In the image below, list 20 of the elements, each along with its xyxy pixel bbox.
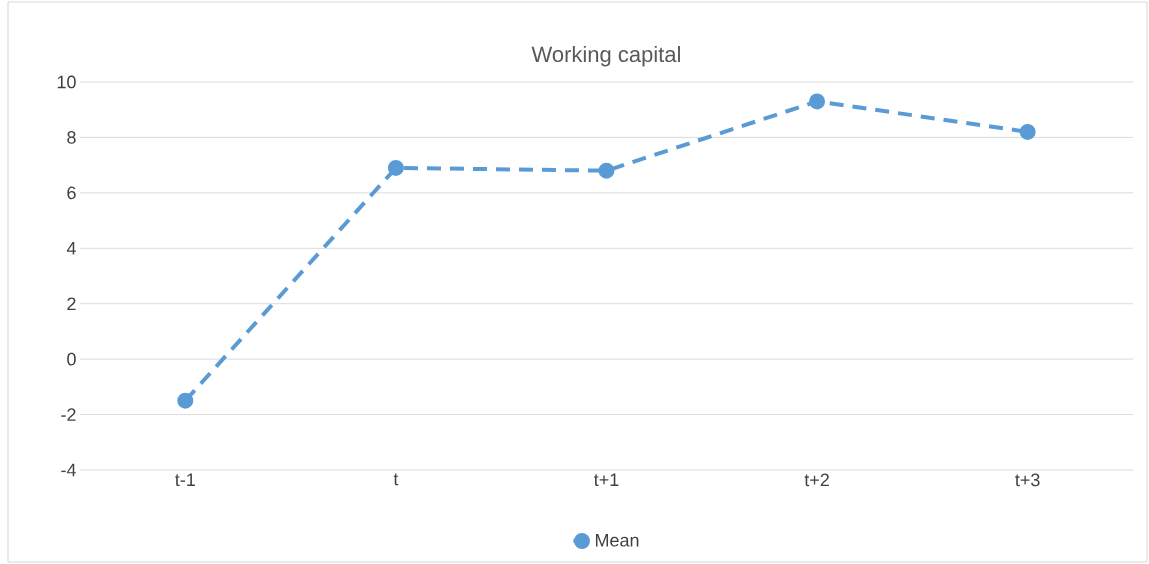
y-tick-label: 10	[57, 75, 76, 89]
y-tick-label: 8	[67, 131, 76, 144]
point	[809, 93, 826, 110]
y-tick-label: -4	[61, 463, 76, 477]
x-tick-label: t	[393, 473, 399, 486]
point	[387, 159, 404, 176]
point	[1019, 123, 1036, 140]
y-tick-label: 6	[67, 186, 76, 200]
x-tick-label: t+3	[1015, 473, 1040, 487]
point	[598, 162, 615, 179]
x-tick-label: t-1	[175, 473, 195, 487]
x-tick-label: t+2	[804, 473, 829, 487]
x-tick-label: t+1	[593, 473, 619, 487]
legend-label: Mean	[595, 534, 639, 547]
y-tick-label: -2	[61, 408, 76, 421]
y-tick-label: 2	[67, 297, 76, 310]
chart-title: Working capital	[531, 45, 680, 67]
point	[177, 392, 194, 409]
y-tick-label: 0	[67, 352, 76, 366]
y-tick-label: 4	[66, 242, 76, 255]
